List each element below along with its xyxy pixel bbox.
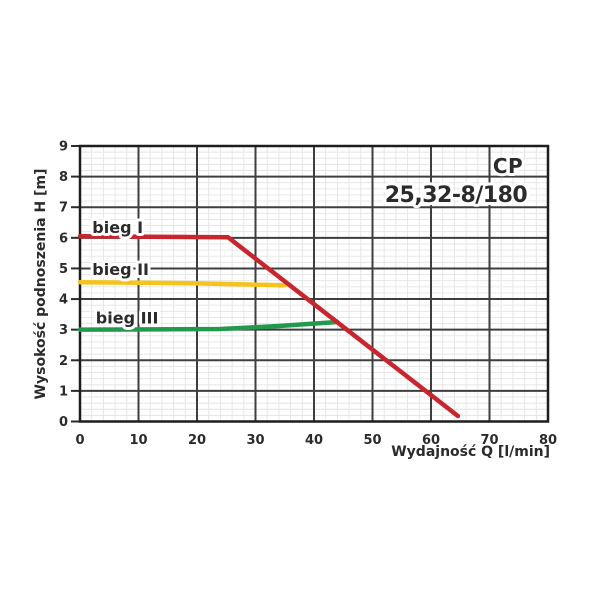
chart-title-line2: 25,32-8/180 — [385, 183, 528, 208]
x-tick-label: 80 — [539, 433, 557, 448]
series-labels: bieg I bieg II bieg III — [89, 215, 161, 331]
x-tick-label: 20 — [188, 433, 206, 448]
x-tick-label: 70 — [480, 433, 498, 448]
y-tick-label: 6 — [59, 231, 68, 246]
y-tick-label: 2 — [59, 354, 68, 369]
y-tick-label: 7 — [59, 201, 68, 216]
y-tick-label: 3 — [59, 323, 68, 338]
y-tick-label: 5 — [59, 262, 68, 277]
y-tick-label: 4 — [59, 293, 68, 308]
y-tick-label: 0 — [59, 415, 68, 430]
curve-bieg-iii — [77, 319, 340, 332]
x-axis-label: Wydajność Q [l/min] — [391, 444, 550, 460]
pump-curves — [77, 234, 461, 419]
x-tick-label: 30 — [246, 433, 264, 448]
series-label-bieg-iii: bieg III — [96, 309, 159, 328]
chart-title-line1: CP — [493, 154, 523, 178]
x-tick-label: 10 — [129, 433, 147, 448]
y-tick-label: 8 — [59, 170, 68, 185]
x-tick-label: 60 — [422, 433, 440, 448]
series-label-bieg-ii: bieg II — [92, 260, 149, 279]
x-tick-label: 50 — [363, 433, 381, 448]
y-tick-label: 1 — [59, 384, 68, 399]
curve-bieg-i — [77, 234, 461, 419]
y-tick-label: 9 — [59, 140, 68, 155]
x-tick-label: 0 — [75, 433, 84, 448]
y-axis-tick-marks — [71, 145, 79, 423]
curve-bieg-ii — [77, 279, 287, 288]
x-tick-label: 40 — [305, 433, 323, 448]
y-axis-label: Wysokość podnoszenia H [m] — [33, 169, 49, 400]
axis-tick-labels: 0 10 20 30 40 50 60 70 80 0 1 2 3 4 5 6 7 8 9 — [59, 140, 557, 449]
series-label-bieg-i: bieg I — [92, 218, 143, 237]
